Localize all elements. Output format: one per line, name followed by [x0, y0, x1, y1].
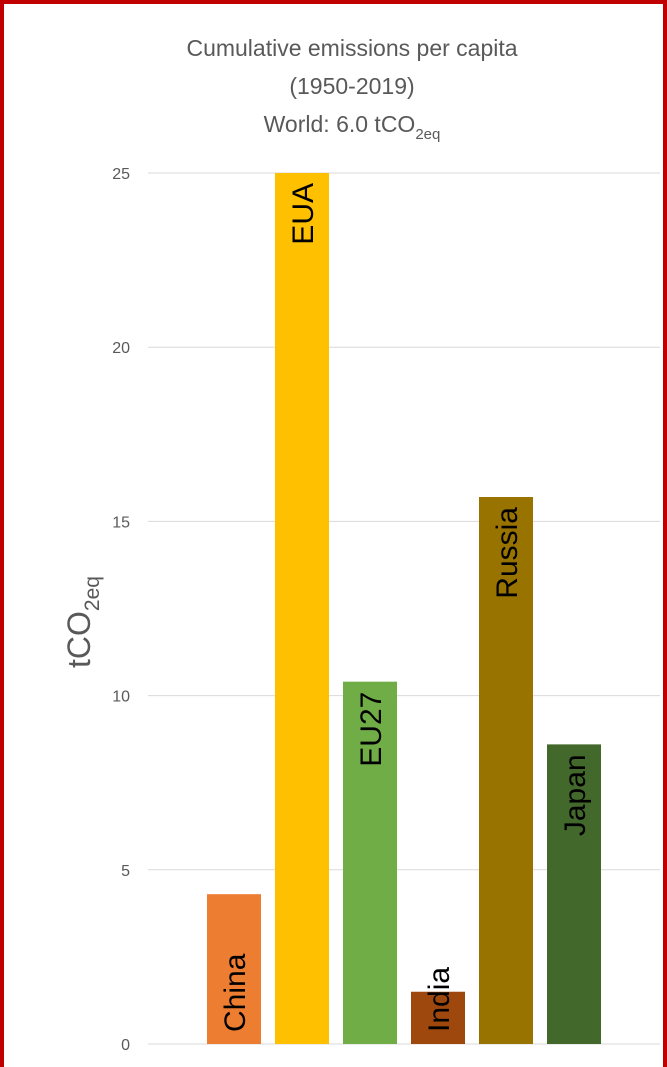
y-axis-tick-labels: 0 5 10 15 20 25 [112, 166, 130, 1054]
y-tick-label: 20 [112, 340, 130, 357]
title-line-1: Cumulative emissions per capita [186, 35, 517, 61]
bar-eua [275, 173, 329, 1044]
y-tick-label: 5 [121, 863, 130, 880]
bar-label-china: China [219, 953, 252, 1032]
bar-labels: China EUA EU27 India Russia Japan [219, 183, 592, 1032]
y-tick-label: 0 [121, 1037, 130, 1054]
bar-label-india: India [423, 967, 456, 1032]
bar-eu27 [343, 681, 397, 1044]
bar-label-russia: Russia [491, 507, 524, 599]
subtitle-main: World: 6.0 tCO [264, 111, 416, 137]
subtitle-subscript: 2eq [415, 126, 440, 143]
bar-india [411, 991, 465, 1044]
bar-russia [479, 497, 533, 1045]
title-line-2: (1950-2019) [289, 73, 414, 99]
bars [207, 173, 601, 1045]
bar-label-eua: EUA [287, 183, 320, 245]
y-axis-label-main: tCO [61, 611, 97, 668]
y-tick-label: 25 [112, 166, 130, 183]
bar-japan [547, 744, 601, 1044]
y-axis-label: tCO2eq [61, 576, 104, 668]
bar-label-eu27: EU27 [355, 692, 388, 767]
bar-china [207, 894, 261, 1044]
bar-label-japan: Japan [559, 754, 592, 836]
chart-subtitle: World: 6.0 tCO2eq [264, 111, 441, 143]
chart-title: Cumulative emissions per capita (1950-20… [186, 35, 517, 143]
y-tick-label: 15 [112, 514, 130, 531]
y-tick-label: 10 [112, 689, 130, 706]
y-axis-label-subscript: 2eq [81, 576, 104, 611]
